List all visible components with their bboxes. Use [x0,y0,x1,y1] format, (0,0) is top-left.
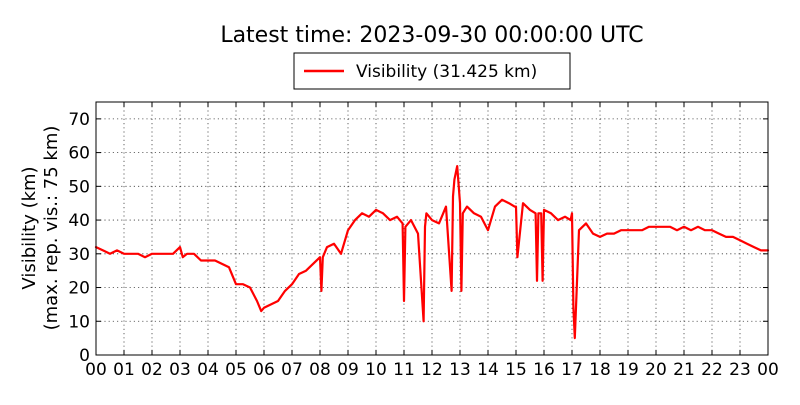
ticks: 00 01 02 03 04 05 06 07 08 09 10 11 12 13 14 15 16 17 18 19… [68,102,779,380]
y-tick-label: 50 [68,177,90,197]
y-tick-label: 60 [68,144,90,164]
x-tick-label: 00 [85,360,107,380]
y-tick-label: 30 [68,245,90,265]
series-layer [94,165,770,340]
y-axis-label-line1: Visibility (km) [19,166,40,289]
y-tick-label: 0 [79,346,90,366]
x-tick-label: 02 [141,360,163,380]
x-tick-label: 09 [337,360,359,380]
legend-label: Visibility (31.425 km) [356,62,537,82]
x-tick-label: 13 [449,360,471,380]
x-tick-label: 21 [673,360,695,380]
chart-title: Latest time: 2023-09-30 00:00:00 UTC [220,23,643,48]
x-tick-label: 18 [589,360,611,380]
y-tick-label: 70 [68,110,90,130]
x-tick-label: 16 [533,360,555,380]
series-line-visibility [94,165,770,340]
grid [96,102,768,355]
x-tick-label: 17 [561,360,583,380]
legend: Visibility (31.425 km) [293,52,571,90]
x-tick-label: 08 [309,360,331,380]
y-axis-label-line2: (max. rep. vis.: 75 km) [41,126,62,331]
x-tick-label: 22 [701,360,723,380]
x-tick-label: 23 [729,360,751,380]
x-tick-label: 19 [617,360,639,380]
x-tick-label: 06 [253,360,275,380]
y-tick-label: 20 [68,279,90,299]
x-tick-label: 14 [477,360,499,380]
x-tick-label: 05 [225,360,247,380]
x-tick-label: 10 [365,360,387,380]
x-tick-label: 11 [393,360,415,380]
x-tick-label: 01 [113,360,135,380]
x-tick-label: 04 [197,360,219,380]
x-tick-label: 15 [505,360,527,380]
x-tick-label: 00 [757,360,779,380]
x-tick-label: 20 [645,360,667,380]
y-tick-label: 10 [68,312,90,332]
x-tick-label: 03 [169,360,191,380]
y-tick-label: 40 [68,211,90,231]
x-tick-label: 07 [281,360,303,380]
x-tick-label: 12 [421,360,443,380]
